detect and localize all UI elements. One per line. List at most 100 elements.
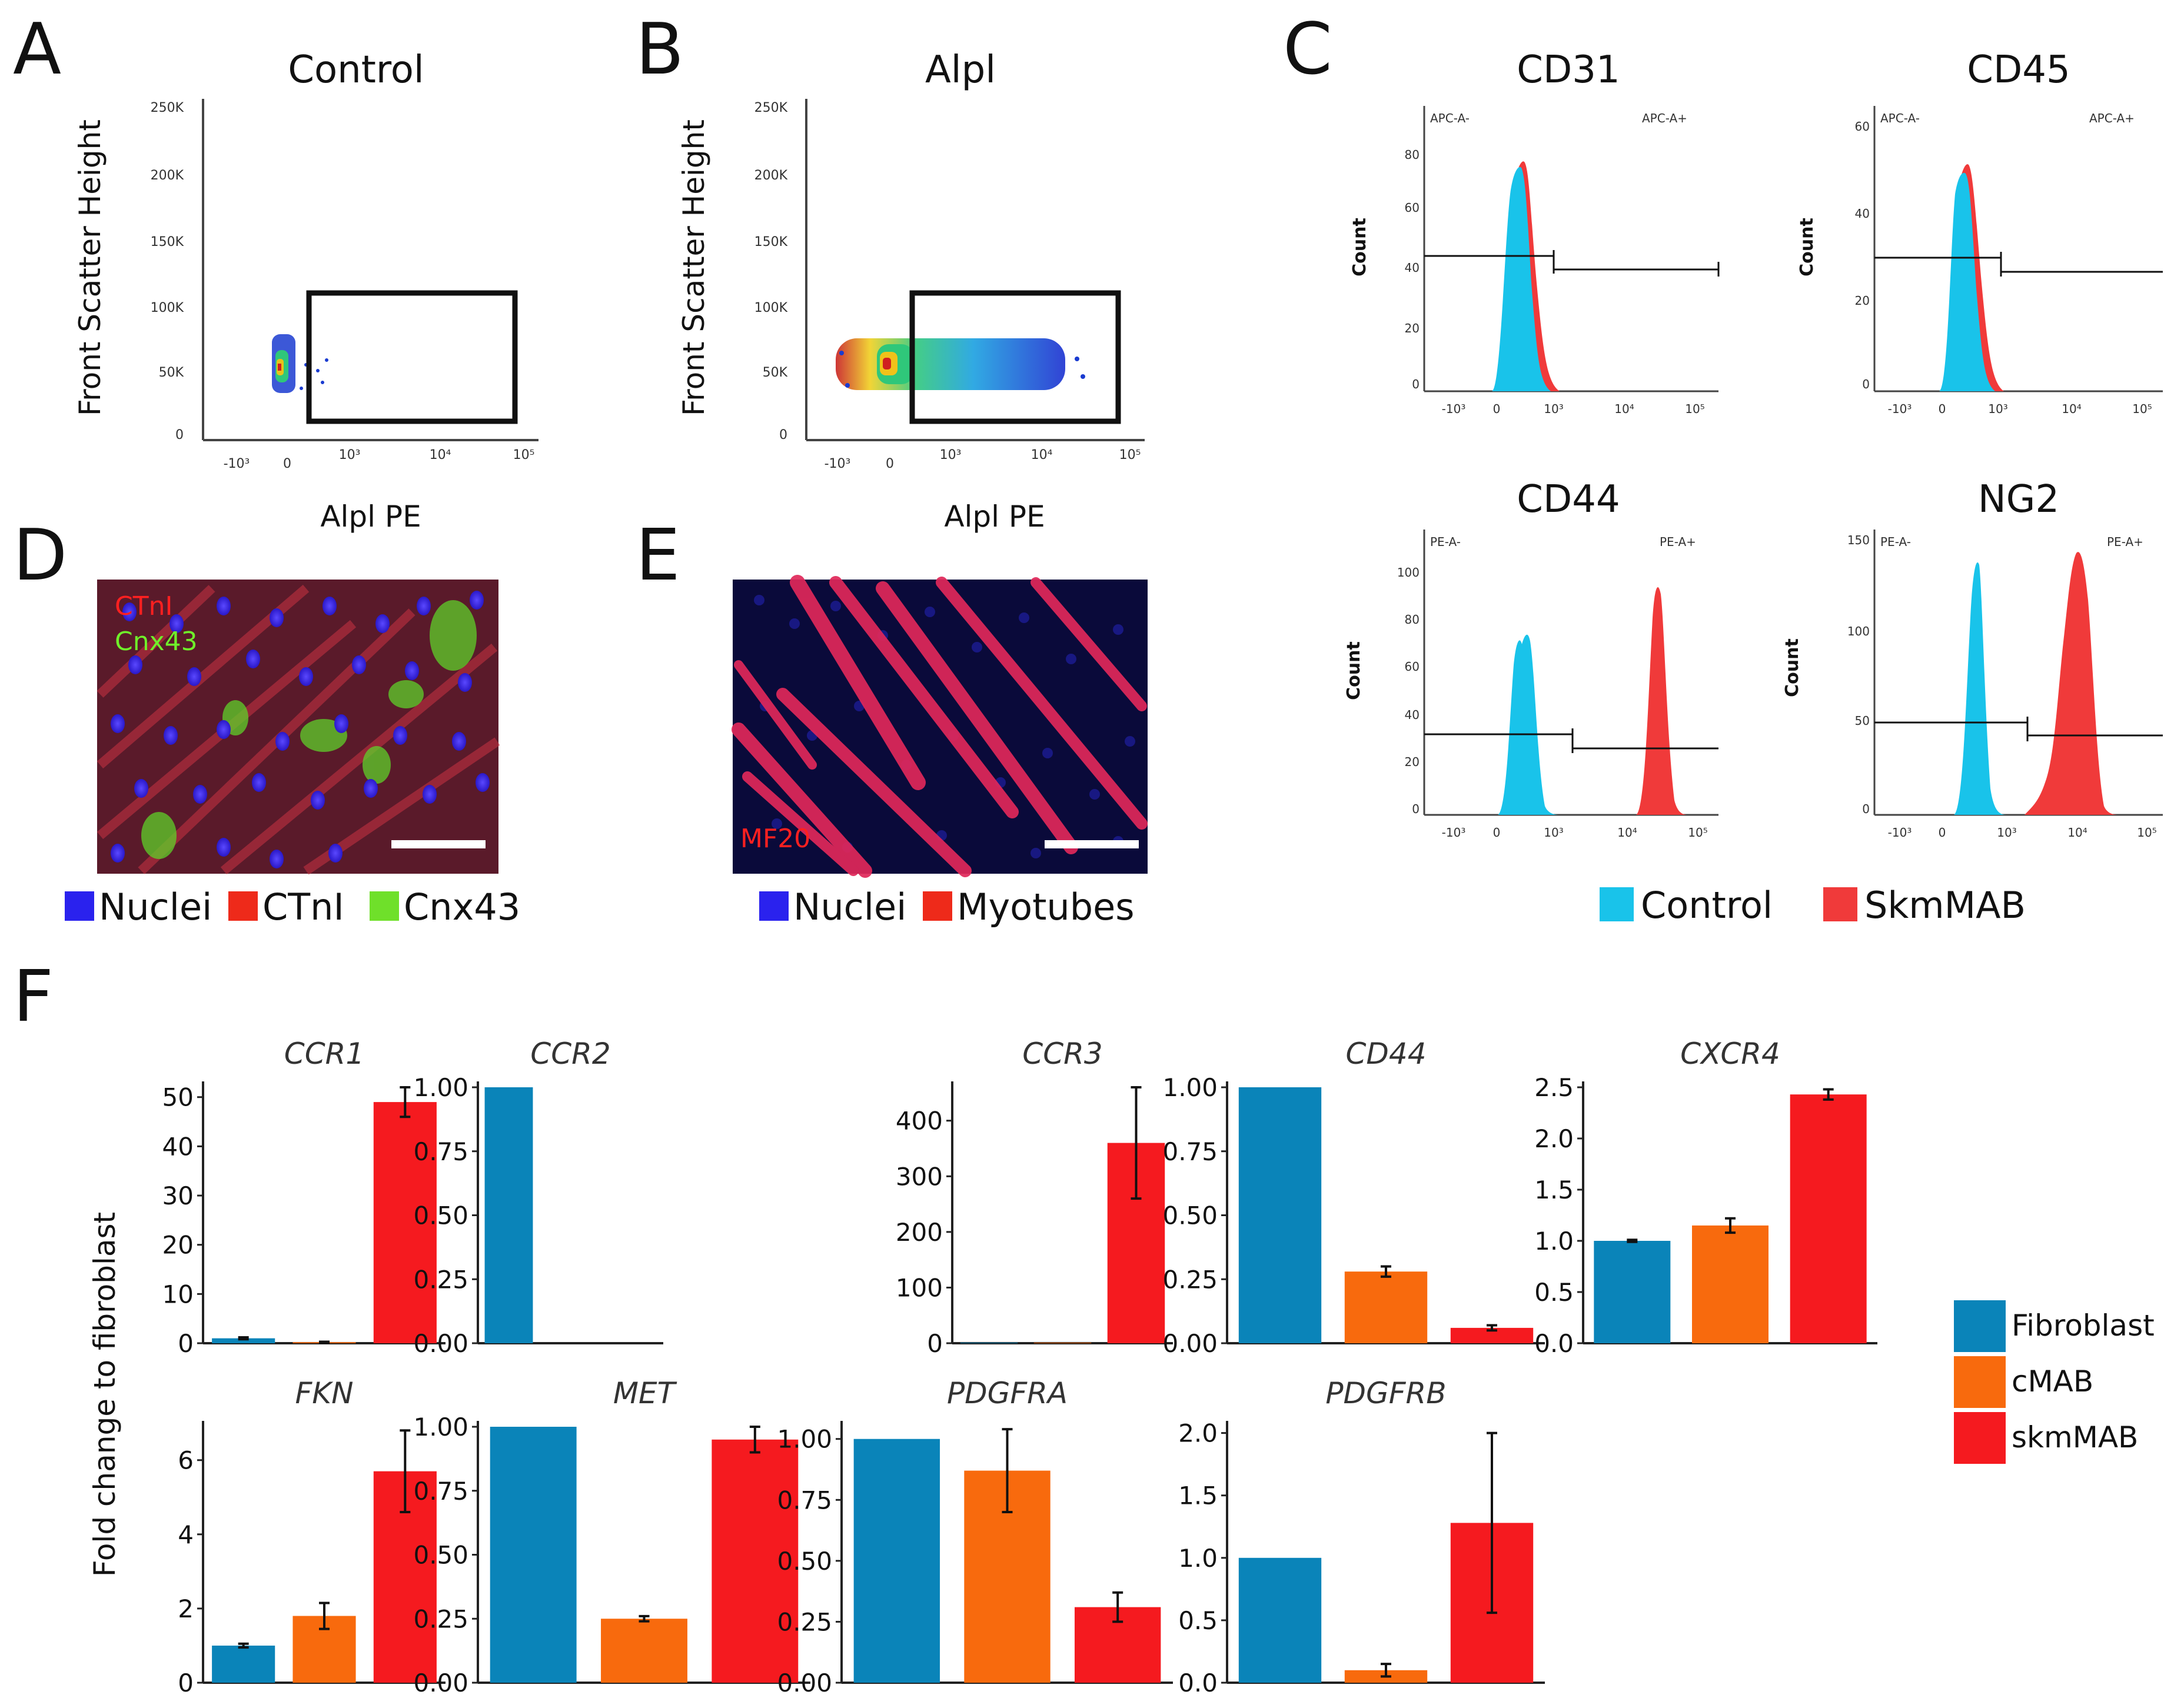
ytick: 60 (1855, 119, 1870, 134)
xtick-b-neg3: -10³ (825, 457, 851, 471)
count-label-ng2: Count (1782, 638, 1803, 697)
bar-subplot-met: MET 0.00 0.25 0.50 0.75 1.00 (413, 1376, 810, 1697)
gene-title: CXCR4 (1680, 1037, 1780, 1071)
bar-fibroblast (1238, 1557, 1322, 1683)
legend-swatch-nuclei-e (759, 891, 789, 921)
y-tick-label: 0.25 (413, 1604, 468, 1633)
y-tick-label: 30 (162, 1181, 194, 1210)
legend-swatch-ctni (228, 891, 258, 921)
ytick: 40 (1405, 261, 1420, 275)
xtick: -10³ (1888, 402, 1912, 416)
panel-label-f: F (13, 956, 54, 1038)
ytick-b-200k: 200K (754, 168, 788, 183)
ytick-b-50k: 50K (763, 365, 788, 380)
histogram-title-cd31: CD31 (1517, 48, 1620, 92)
gene-title: CCR3 (1022, 1037, 1102, 1071)
xtick-b-3: 10³ (940, 448, 962, 462)
gate-pos-cd44: PE-A+ (1660, 535, 1696, 549)
histogram-title-ng2: NG2 (1978, 478, 2059, 521)
stain-label-mf20: MF20 (740, 824, 810, 854)
y-tick-label: 0.75 (413, 1137, 468, 1166)
legend-swatch-cnx43 (370, 891, 399, 921)
legend-d: Nuclei CTnI Cnx43 (65, 885, 520, 928)
ytick-a-150k: 150K (151, 235, 184, 249)
bar-cmab (1344, 1271, 1428, 1343)
y-tick-label: 0.25 (777, 1607, 832, 1636)
histogram-control-cd31 (1492, 167, 1551, 391)
y-tick-label: 0.75 (777, 1486, 832, 1514)
histogram-title-cd45: CD45 (1967, 48, 2070, 92)
gate-bars-cd45 (1874, 252, 2163, 277)
xtick: 10³ (1544, 402, 1563, 416)
ytick: 80 (1405, 148, 1420, 162)
gate-box-a (306, 290, 518, 424)
bar-subplot-pdgfrb: PDGFRB 0.0 0.5 1.0 1.5 2.0 (1178, 1376, 1545, 1697)
xtick: -10³ (1888, 825, 1912, 840)
legend-e: Nuclei Myotubes (759, 885, 1135, 928)
scatter-ylabel-b: Front Scatter Height (677, 119, 711, 416)
xtick-a-0: 0 (283, 457, 291, 471)
bar-cmab (601, 1619, 687, 1683)
gate-neg-cd44: PE-A- (1430, 535, 1461, 549)
y-tick-label: 20 (162, 1231, 194, 1260)
gate-box-b (909, 290, 1121, 424)
scatter-cloud-b (836, 338, 1085, 390)
gate-pos-ng2: PE-A+ (2107, 535, 2143, 549)
ytick-b-100k: 100K (754, 301, 788, 315)
ytick: 150 (1847, 533, 1870, 547)
xtick: 10⁵ (1685, 402, 1704, 416)
legend-f: Fibroblast cMAB skmMAB (1954, 1300, 2155, 1464)
ytick: 0 (1862, 377, 1870, 391)
legend-label-control: Control (1641, 884, 1773, 927)
panel-label-e: E (636, 515, 680, 597)
xtick: 10³ (1988, 402, 2007, 416)
y-tick-label: 1.00 (413, 1413, 468, 1441)
xtick-b-5: 10⁵ (1119, 448, 1141, 462)
legend-label-nuclei-e: Nuclei (793, 885, 906, 928)
legend-label-cnx43: Cnx43 (404, 885, 520, 928)
y-tick-label: 1.00 (777, 1425, 832, 1454)
y-tick-label: 100 (896, 1273, 943, 1302)
count-label-cd44: Count (1344, 641, 1364, 700)
bar-skmmab (373, 1102, 437, 1343)
bar-charts: CCR101020304050CCR20.000.250.500.751.00C… (162, 1037, 1877, 1697)
y-tick-label: 0 (927, 1329, 943, 1358)
ytick: 50 (1855, 714, 1870, 728)
legend-swatch-skmmab (1823, 887, 1857, 921)
xtick: 0 (1939, 825, 1946, 840)
scatter-title-b: Alpl (925, 48, 996, 92)
scale-bar-e (1045, 840, 1139, 848)
ytick: 20 (1405, 755, 1420, 769)
legend-swatch-cmab (1954, 1356, 2006, 1408)
histogram-cd44: CD44 Count PE-A- PE-A+ 100 80 60 40 20 0… (1344, 478, 1718, 840)
gate-pos-cd45: APC-A+ (2089, 111, 2135, 125)
y-tick-label: 0.0 (1534, 1329, 1574, 1358)
y-tick-label: 0 (178, 1669, 194, 1697)
count-label-cd31: Count (1349, 218, 1370, 277)
xtick-a-neg3: -10³ (224, 457, 250, 471)
count-label-cd45: Count (1797, 218, 1817, 277)
legend-swatch-nuclei (65, 891, 94, 921)
ytick: 40 (1855, 207, 1870, 221)
bar-subplot-fkn: FKN 0 2 4 6 (178, 1376, 446, 1697)
histogram-control-ng2 (1954, 562, 2007, 815)
histogram-cd45: CD45 Count APC-A- APC-A+ 60 40 20 0 -10³… (1797, 48, 2163, 416)
gate-bars-cd44 (1424, 728, 1718, 753)
y-tick-label: 0.0 (1178, 1669, 1218, 1697)
xtick: -10³ (1442, 825, 1466, 840)
xtick: 10⁵ (2137, 825, 2156, 840)
gene-title: CD44 (1345, 1037, 1426, 1071)
micrograph-d: CTnI Cnx43 (97, 580, 500, 875)
bar-subplot-ccr3: CCR3 0 100 200 300 400 (896, 1037, 1173, 1358)
ytick-b-250k: 250K (754, 101, 788, 115)
y-tick-label: 300 (896, 1162, 943, 1191)
ytick-a-250k: 250K (151, 101, 184, 115)
ytick-b-0: 0 (779, 428, 787, 442)
legend-swatch-myotubes (923, 891, 952, 921)
y-tick-label: 1.00 (413, 1073, 468, 1102)
y-tick-label: 200 (896, 1218, 943, 1247)
y-tick-label: 1.5 (1178, 1481, 1218, 1510)
panel-label-b: B (636, 9, 684, 91)
y-tick-label: 2.0 (1178, 1419, 1218, 1448)
stain-label-ctni: CTnI (115, 591, 172, 621)
